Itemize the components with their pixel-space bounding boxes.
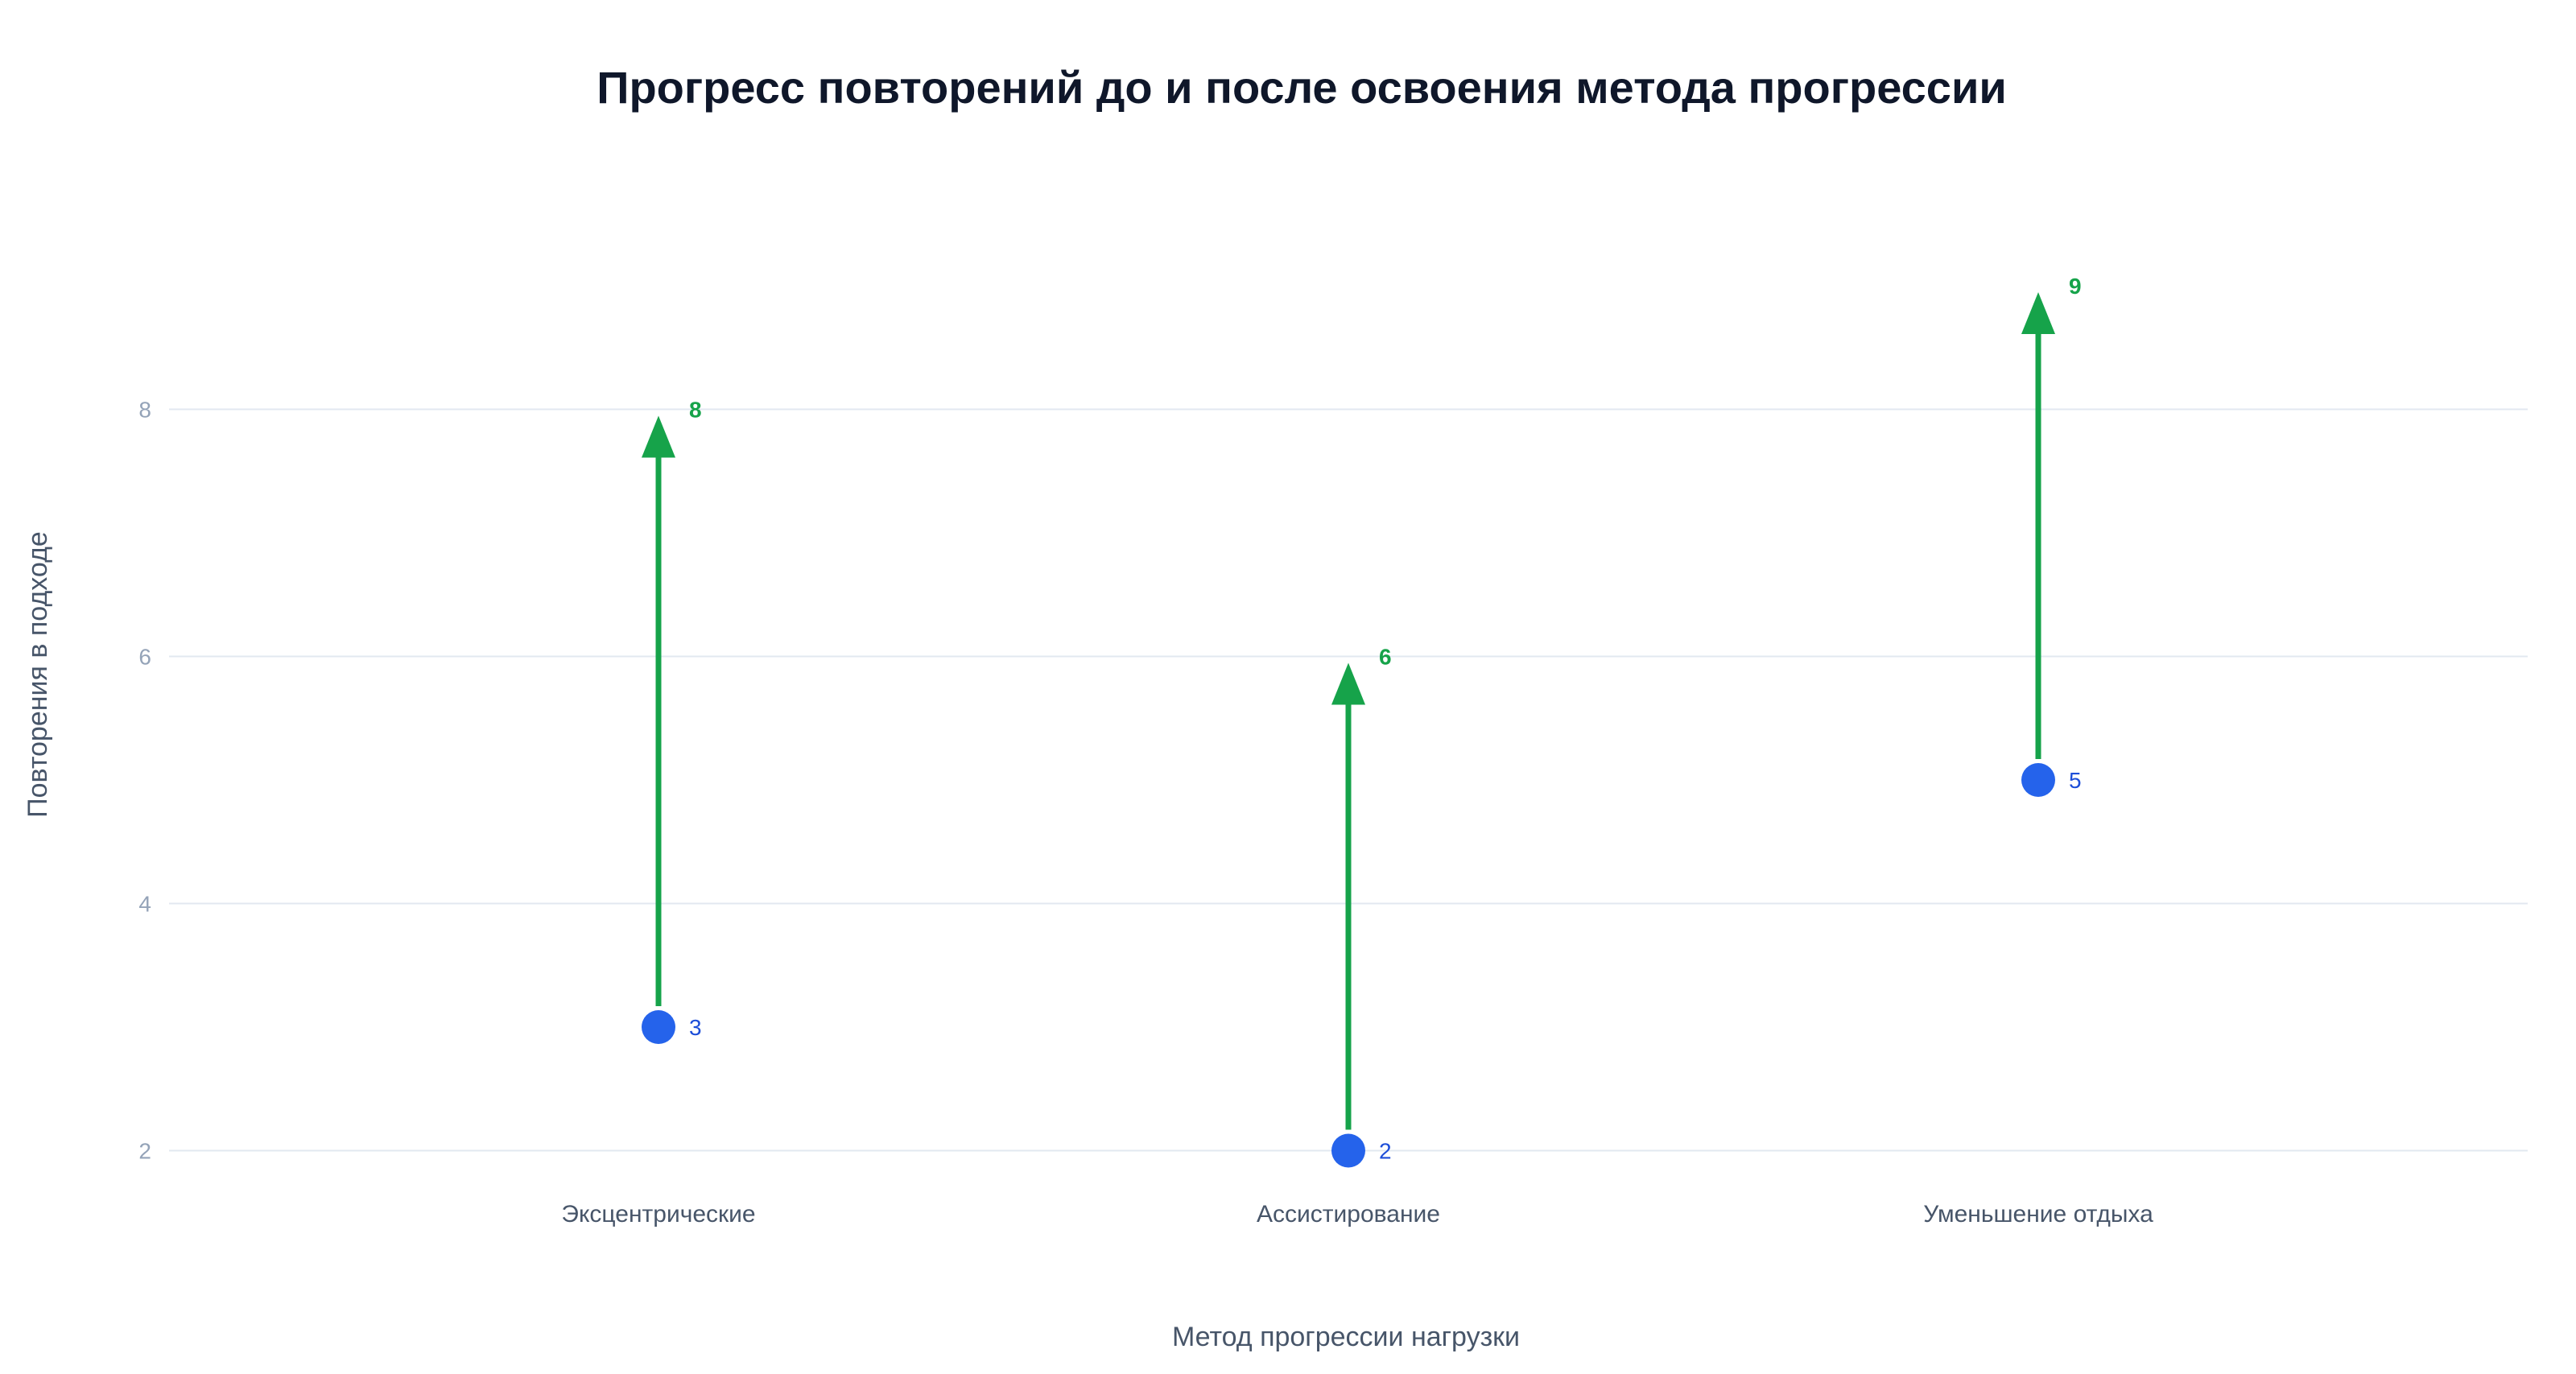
y-axis-ticks: 2 4 6 8 xyxy=(138,398,151,1164)
before-point xyxy=(642,1010,675,1044)
y-axis-title: Повторения в подходе xyxy=(23,531,53,818)
y-tick-label: 4 xyxy=(138,892,151,917)
y-tick-label: 6 xyxy=(138,645,151,670)
before-point xyxy=(2021,763,2055,797)
x-tick-label: Ассистирование xyxy=(1257,1201,1440,1228)
after-value-label: 9 xyxy=(2069,274,2082,299)
before-value-label: 5 xyxy=(2069,768,2082,793)
progress-arrow-head xyxy=(2021,292,2055,334)
after-value-label: 6 xyxy=(1379,645,1392,670)
x-tick-label: Эксцентрические xyxy=(561,1201,755,1228)
chart-marks: 3 8 2 6 5 9 xyxy=(642,274,2082,1168)
before-value-label: 2 xyxy=(1379,1139,1392,1164)
progress-arrow-head xyxy=(642,415,675,458)
x-tick-label: Уменьшение отдыха xyxy=(1923,1201,2153,1228)
progress-arrow-head xyxy=(1331,662,1365,705)
chart-title: Прогресс повторений до и после освоения … xyxy=(597,62,2007,113)
y-tick-label: 8 xyxy=(138,398,151,423)
y-tick-label: 2 xyxy=(138,1139,151,1164)
after-value-label: 8 xyxy=(689,398,702,423)
x-axis-ticks: Эксцентрические Ассистирование Уменьшение … xyxy=(561,1201,2153,1228)
before-value-label: 3 xyxy=(689,1015,702,1040)
before-point xyxy=(1331,1133,1365,1168)
x-axis-title: Метод прогрессии нагрузки xyxy=(1172,1322,1520,1352)
